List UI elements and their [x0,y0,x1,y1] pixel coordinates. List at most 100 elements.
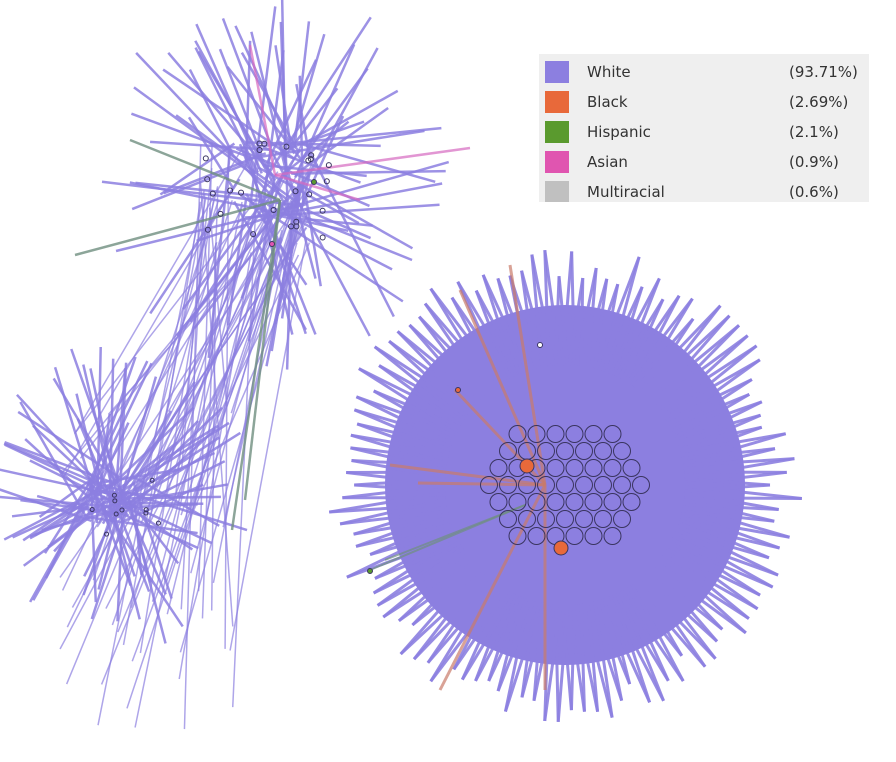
edge [32,486,99,601]
edge [192,242,311,513]
node-asian [269,241,275,247]
node [594,442,612,460]
edge [376,543,462,607]
edge [351,459,446,479]
edge [295,106,389,176]
edge [398,564,477,623]
edge [599,599,624,701]
edge [194,47,259,174]
node [89,507,95,513]
edge [620,589,685,682]
edge [98,241,218,524]
edge [369,518,451,556]
edge [182,166,290,310]
node [306,191,313,198]
edge [399,574,487,656]
legend-percent-asian: (0.9%) [789,153,839,171]
edge [569,604,576,711]
edge [284,120,350,174]
edge [608,595,665,702]
edge [396,330,482,401]
edge-black [417,481,546,487]
legend-percent-black: (2.69%) [789,93,849,111]
node [508,493,527,511]
edge [637,304,722,392]
edge [280,160,450,211]
node [308,152,315,159]
edge [606,596,632,685]
node [565,425,584,443]
node-black [519,458,535,474]
edge [304,208,372,240]
node-hispanic [311,179,317,185]
edge [668,358,761,427]
edge [180,224,277,516]
edge [606,256,641,374]
node [293,223,300,230]
edge [637,578,717,660]
node [575,510,593,528]
edge [682,432,787,466]
edge [369,529,455,556]
edge [353,516,450,536]
edge [346,524,453,579]
edge [614,593,670,682]
edge [579,278,585,367]
edge [412,578,493,661]
node [565,459,584,477]
node [527,493,546,511]
edge [594,256,641,370]
edge [675,529,770,560]
edge [481,274,529,372]
edge [560,604,573,711]
legend-percent-hispanic: (2.1%) [789,123,839,141]
edge [679,518,770,560]
edge [646,304,722,400]
node [325,162,332,169]
edge [567,604,586,712]
legend-label-hispanic: Hispanic [587,123,651,141]
node [149,477,155,483]
edge-asian [248,44,277,176]
edge [372,389,456,439]
node [546,493,565,511]
edge [586,267,598,368]
edge [665,378,753,423]
edge [47,507,100,548]
edge [460,587,506,681]
edge [684,457,795,479]
edge-black [438,484,547,691]
edge [630,295,681,387]
edge [111,494,151,593]
legend-swatch-multiracial [545,181,569,202]
edge [669,541,774,589]
edge [429,579,494,683]
edge [328,491,446,514]
legend-item-multiracial: Multiracial (0.6%) [539,178,869,202]
edge [574,604,600,713]
edge [294,43,356,178]
edge [684,470,787,486]
node [613,442,631,460]
edge [672,535,779,577]
node [584,493,603,511]
edge [240,51,301,154]
edge [166,258,256,615]
legend-swatch-black [545,91,569,113]
legend-label-asian: Asian [587,153,628,171]
edge [677,425,763,447]
edge [581,278,609,367]
node [518,510,536,528]
edge [358,367,465,423]
edge [641,575,707,668]
edge [133,86,287,200]
edge [543,603,551,721]
edge-hispanic [384,504,526,561]
edge [496,596,524,692]
edge [474,595,522,682]
node [119,507,125,513]
edge [43,476,94,554]
node [556,442,574,460]
node [319,207,326,214]
edge [581,603,614,718]
